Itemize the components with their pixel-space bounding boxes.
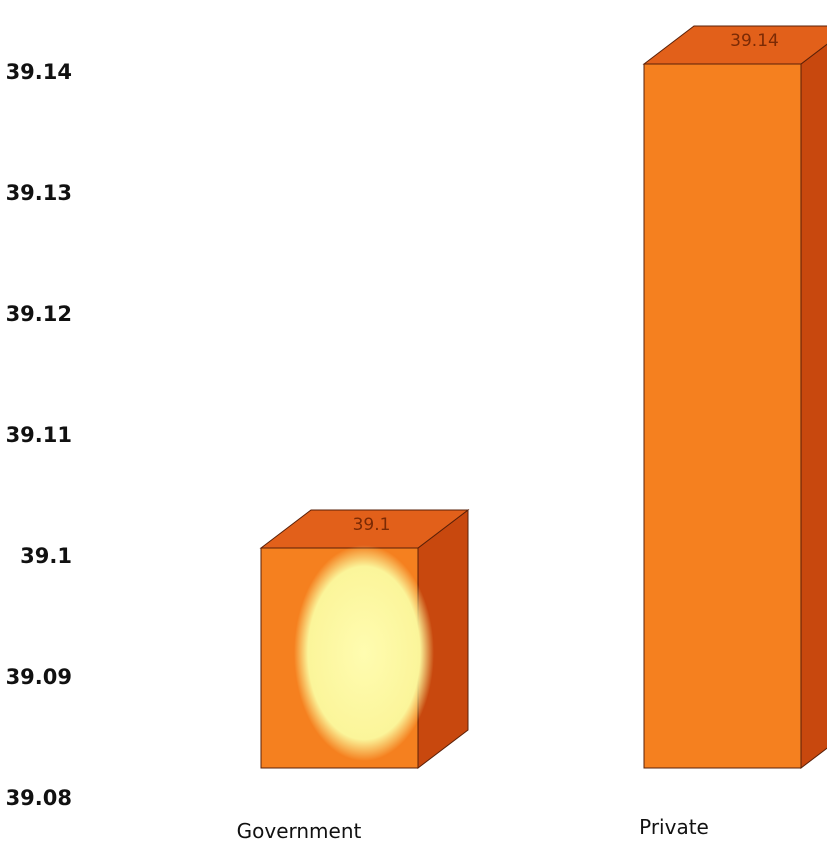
y-tick-label: 39.14 — [6, 60, 72, 84]
bar-private: 39.14 — [642, 25, 827, 770]
y-tick-label: 39.12 — [6, 302, 72, 326]
bars: 39.1 39.14 — [259, 25, 827, 770]
y-tick-label: 39.11 — [6, 423, 72, 447]
bar-front-face — [643, 63, 802, 769]
bar-side-face — [800, 43, 827, 770]
y-tick-label: 39.13 — [6, 181, 72, 205]
y-tick-label: 39.08 — [6, 786, 72, 810]
data-label: 39.14 — [730, 31, 779, 51]
x-tick-label: Private — [639, 815, 709, 839]
y-tick-label: 39.1 — [20, 544, 72, 568]
x-tick-label: Government — [237, 819, 362, 843]
x-axis: Government Private — [237, 815, 709, 843]
y-tick-label: 39.09 — [6, 665, 72, 689]
bar-government: 39.1 — [259, 508, 470, 770]
data-label: 39.1 — [353, 515, 391, 535]
y-axis: 39.08 39.09 39.1 39.11 39.12 39.13 39.14 — [6, 60, 72, 810]
photo-glare — [294, 545, 434, 761]
